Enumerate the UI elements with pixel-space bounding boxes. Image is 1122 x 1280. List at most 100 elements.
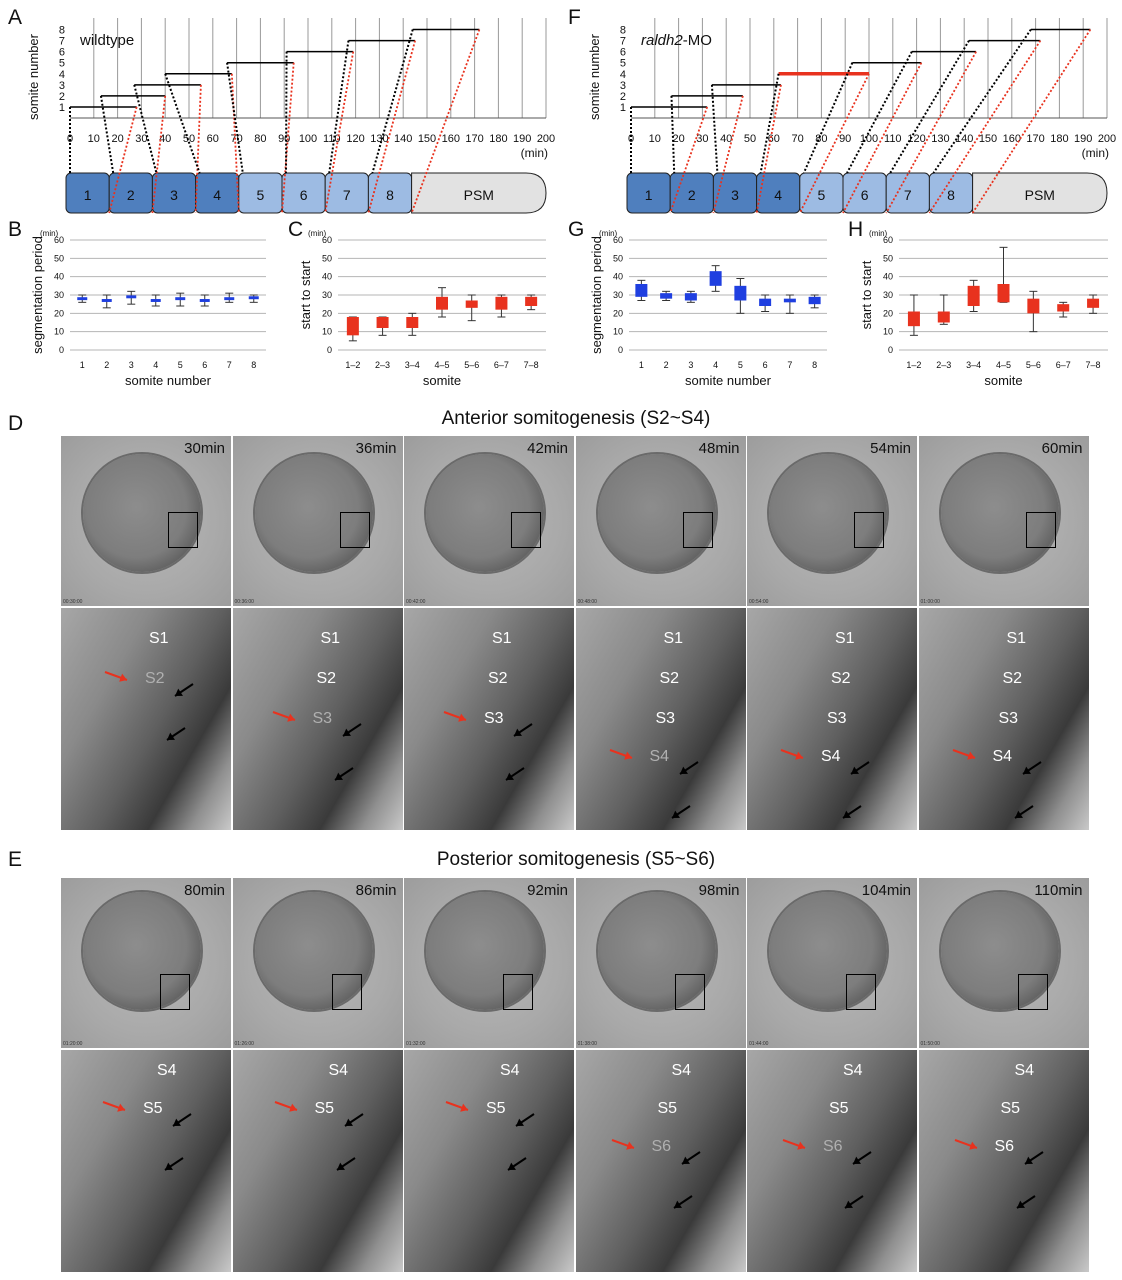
y-axis-label: start to start <box>298 260 313 329</box>
x-tick-label: 180 <box>1050 133 1068 145</box>
x-tick-label: 120 <box>907 133 925 145</box>
timestamp-overlay: 01:38:00 <box>577 1041 597 1047</box>
y-tick-label: 20 <box>613 308 623 318</box>
y-tick-label: 4 <box>59 69 65 81</box>
x-tick-label: 6 <box>763 360 768 370</box>
boundary-arrows <box>954 1139 1044 1209</box>
x-unit-label: (min) <box>521 146 548 160</box>
embryo-timepoint-image: 86min 01:26:00 <box>232 878 403 1048</box>
embryo-timepoint-image: 110min 01:50:00 <box>918 878 1089 1048</box>
zoom-region-box <box>846 974 876 1010</box>
x-tick-label: 140 <box>394 133 412 145</box>
start-connector <box>226 62 244 174</box>
black-arrow-head <box>165 1162 173 1170</box>
black-arrow-head <box>342 728 351 736</box>
embryo-yolk <box>597 454 716 572</box>
x-tick-label: 1–2 <box>906 360 921 370</box>
start-connector <box>371 29 414 174</box>
somite-label: 5 <box>257 187 265 203</box>
y-tick-label: 7 <box>59 36 65 48</box>
x-tick-label: 120 <box>346 133 364 145</box>
data-box <box>1027 298 1040 314</box>
somite-label: S1 <box>320 630 341 647</box>
somite-label: 4 <box>774 187 782 203</box>
zoom-region-box <box>682 512 713 548</box>
data-box <box>734 285 747 301</box>
condition-suffix: -MO <box>683 32 712 49</box>
zoom-region-box <box>854 512 884 548</box>
somite-label: S3 <box>312 710 333 727</box>
y-tick-label: 30 <box>322 290 332 300</box>
timepoint-label: 80min <box>184 882 225 899</box>
x-tick-label: 170 <box>465 133 483 145</box>
black-arrow-head <box>514 728 522 736</box>
data-box <box>1087 298 1100 308</box>
psm-box <box>972 172 1108 214</box>
black-arrow-head <box>673 1200 682 1208</box>
start-connector <box>759 73 780 174</box>
data-box <box>759 298 772 306</box>
black-arrow-head <box>1016 1200 1025 1208</box>
end-connector <box>281 62 295 214</box>
condition-name: wildtype <box>79 32 134 49</box>
somite-label: 3 <box>731 187 739 203</box>
somite-label: S3 <box>998 710 1019 727</box>
y-tick-label: 5 <box>59 58 65 70</box>
black-arrow-head <box>334 772 343 780</box>
data-box <box>175 297 186 301</box>
x-tick-label: 180 <box>489 133 507 145</box>
x-tick-label: 8 <box>251 360 256 370</box>
somite-zoom-image: S1 S2 S3 S4 <box>575 608 746 830</box>
somite-label: S3 <box>655 710 676 727</box>
somite-zoom-image: S1 S2 S3 S4 <box>747 608 917 830</box>
y-tick-label: 1 <box>620 102 626 114</box>
black-arrow-head <box>1014 810 1023 818</box>
x-tick-label: 4 <box>713 360 718 370</box>
embryo-timepoint-image: 42min 00:42:00 <box>404 436 574 606</box>
black-arrow-head <box>1022 766 1031 774</box>
timestamp-overlay: 01:50:00 <box>920 1041 940 1047</box>
start-connector <box>889 40 970 174</box>
somite-label: 7 <box>904 187 912 203</box>
start-connector <box>285 51 288 174</box>
y-tick-label: 3 <box>620 80 626 92</box>
boundary-arrows <box>609 749 699 819</box>
start-connector <box>846 51 913 174</box>
x-axis-label: somite number <box>685 373 772 388</box>
start-connector <box>932 28 1032 174</box>
y-tick-label: 40 <box>613 272 623 282</box>
end-connector <box>842 62 923 214</box>
somite-label: S2 <box>145 670 165 687</box>
chart-segmentation-period-mo: 0 10 20 30 40 50 60(min)segmentation period 1 2 3… <box>589 229 827 388</box>
embryo-yolk <box>769 454 887 572</box>
somite-label: 5 <box>818 187 826 203</box>
y-tick-label: 50 <box>883 253 893 263</box>
x-tick-label: 5 <box>738 360 743 370</box>
boundary-arrows <box>445 1101 535 1171</box>
somite-label: S2 <box>831 670 851 687</box>
somite-label: S4 <box>992 748 1013 765</box>
somite-label: S5 <box>1000 1100 1021 1117</box>
y-tick-label: 10 <box>613 327 623 337</box>
x-tick-label: 170 <box>1026 133 1044 145</box>
x-tick-label: 3–4 <box>966 360 981 370</box>
y-tick-label: 20 <box>54 308 64 318</box>
data-box <box>199 299 210 302</box>
x-tick-label: 3–4 <box>405 360 420 370</box>
y-tick-label: 1 <box>59 102 65 114</box>
timepoint-label: 54min <box>870 440 911 457</box>
y-tick-label: 40 <box>54 272 64 282</box>
data-box <box>436 296 448 310</box>
y-tick-label: 30 <box>613 290 623 300</box>
data-box <box>635 284 648 297</box>
somite-zoom-image: S4 S5 <box>61 1050 231 1272</box>
y-tick-label: 20 <box>883 308 893 318</box>
y-tick-label: 50 <box>322 253 332 263</box>
x-tick-label: 2 <box>104 360 109 370</box>
y-tick-label: 50 <box>54 253 64 263</box>
y-tick-label: 4 <box>620 69 626 81</box>
black-arrow-head <box>843 810 851 818</box>
somite-zoom-image: S4 S5 S6 <box>747 1050 917 1272</box>
boundary-arrows <box>272 711 362 781</box>
x-tick-label: 80 <box>815 133 827 145</box>
